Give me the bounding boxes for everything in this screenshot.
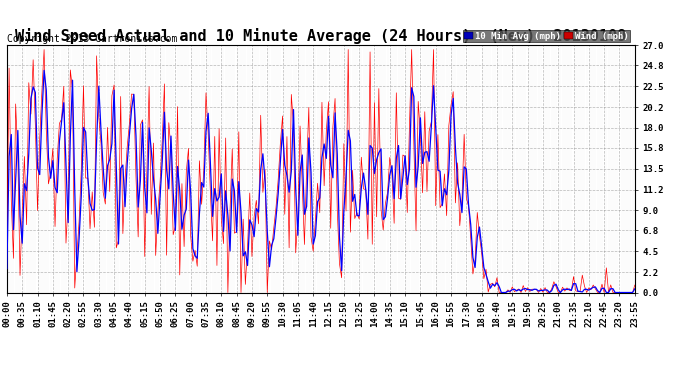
Legend: 10 Min Avg (mph), Wind (mph): 10 Min Avg (mph), Wind (mph) bbox=[462, 30, 630, 42]
Text: Copyright 2013 Cartronics.com: Copyright 2013 Cartronics.com bbox=[7, 34, 177, 44]
Title: Wind Speed Actual and 10 Minute Average (24 Hours)  (New)  20130109: Wind Speed Actual and 10 Minute Average … bbox=[15, 28, 627, 44]
